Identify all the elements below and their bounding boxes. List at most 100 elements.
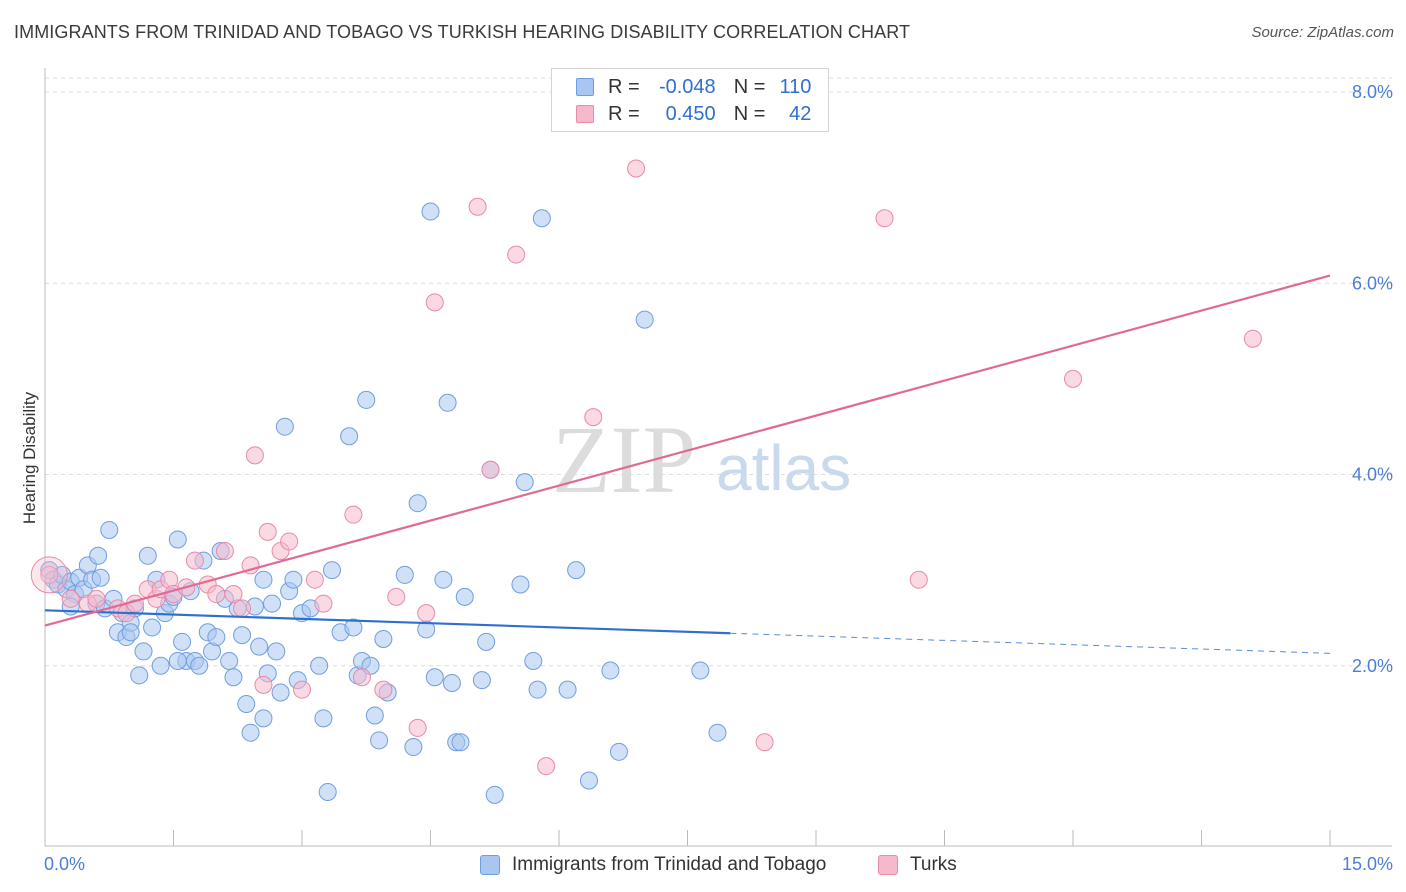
point-immigrants	[691, 661, 710, 680]
point-turks	[293, 680, 311, 699]
point-immigrants	[524, 651, 543, 670]
point-turks	[875, 209, 894, 228]
point-turks	[537, 757, 556, 776]
point-turks	[207, 585, 226, 604]
legend-row-immigrants: R = -0.048 N = 110	[576, 74, 811, 100]
point-immigrants	[121, 623, 140, 642]
tick-labels: 2.0% 4.0% 6.0% 8.0% 0.0% 15.0%	[44, 82, 1393, 874]
point-turks	[417, 604, 436, 623]
point-immigrants	[528, 680, 547, 699]
point-immigrants	[89, 546, 108, 565]
point-immigrants	[485, 785, 504, 804]
point-immigrants	[138, 546, 157, 565]
point-immigrants	[263, 594, 282, 613]
point-immigrants	[472, 671, 491, 690]
point-immigrants	[455, 587, 474, 606]
point-immigrants	[173, 632, 192, 651]
point-turks	[481, 460, 500, 479]
point-immigrants	[404, 738, 423, 757]
point-turks	[254, 675, 273, 694]
point-immigrants	[365, 706, 384, 725]
legend-swatch-immigrants	[576, 78, 594, 96]
watermark: ZIP atlas	[552, 406, 851, 513]
x-tick-label: 0.0%	[44, 854, 85, 874]
point-immigrants	[250, 637, 269, 656]
bottom-legend-swatch-turks	[878, 855, 898, 875]
point-immigrants	[434, 570, 453, 589]
bottom-legend-turks: Turks	[878, 852, 957, 878]
bottom-legend-label-turks: Turks	[910, 854, 957, 875]
trend-line-turks	[44, 274, 1331, 627]
point-turks	[755, 733, 774, 752]
grid-lines	[45, 77, 1392, 667]
point-turks	[61, 589, 80, 608]
point-immigrants	[91, 568, 110, 587]
point-turks	[40, 565, 59, 584]
point-immigrants	[275, 417, 294, 436]
legend-r-value: -0.048	[658, 75, 716, 98]
point-immigrants	[100, 520, 119, 539]
point-turks	[425, 293, 444, 312]
point-immigrants	[190, 656, 209, 675]
legend-swatch-turks	[576, 105, 594, 123]
watermark-zip: ZIP	[552, 406, 696, 513]
y-tick-label: 4.0%	[1352, 465, 1393, 485]
point-immigrants	[579, 771, 598, 790]
point-immigrants	[442, 673, 461, 692]
legend-r-value: 0.450	[665, 102, 716, 125]
axes	[44, 68, 1392, 847]
point-immigrants	[284, 570, 303, 589]
point-immigrants	[451, 733, 470, 752]
point-immigrants	[511, 575, 530, 594]
bottom-legend-immigrants: Immigrants from Trinidad and Tobago	[480, 852, 826, 878]
legend-n-value: 110	[779, 75, 812, 98]
point-turks	[280, 532, 299, 551]
point-immigrants	[635, 310, 654, 329]
point-immigrants	[322, 561, 341, 580]
point-immigrants	[254, 709, 273, 728]
point-immigrants	[224, 668, 243, 687]
legend-n-label: N =	[733, 102, 766, 125]
point-immigrants	[477, 632, 496, 651]
point-immigrants	[558, 680, 577, 699]
point-immigrants	[408, 494, 427, 513]
point-turks	[909, 570, 928, 589]
point-turks	[87, 589, 106, 608]
point-turks	[245, 446, 264, 465]
point-immigrants	[143, 618, 162, 637]
series-turks-points	[30, 159, 1262, 776]
point-turks	[584, 408, 603, 427]
point-immigrants	[207, 628, 226, 647]
point-turks	[507, 245, 526, 264]
point-immigrants	[438, 393, 457, 412]
legend-n-label: N =	[733, 75, 766, 98]
y-tick-label: 8.0%	[1352, 82, 1393, 102]
point-turks-large	[30, 556, 68, 594]
point-immigrants	[395, 565, 414, 584]
point-immigrants	[357, 390, 376, 409]
point-immigrants	[233, 626, 252, 645]
watermark-atlas: atlas	[716, 432, 851, 504]
trend-lines	[44, 274, 1331, 654]
trend-line-immigrants	[44, 609, 731, 635]
point-turks	[1243, 329, 1262, 348]
point-turks	[314, 594, 333, 613]
legend-n-value: 42	[789, 102, 812, 125]
point-immigrants	[567, 561, 586, 580]
point-immigrants	[151, 656, 170, 675]
y-tick-label: 2.0%	[1352, 656, 1393, 676]
point-immigrants	[254, 570, 273, 589]
point-immigrants	[267, 642, 286, 661]
point-turks	[627, 159, 646, 178]
point-turks	[344, 505, 363, 524]
point-immigrants	[370, 731, 389, 750]
point-immigrants	[314, 709, 333, 728]
point-immigrants	[241, 723, 260, 742]
y-tick-label: 6.0%	[1352, 273, 1393, 293]
point-turks	[224, 585, 243, 604]
point-turks	[185, 551, 204, 570]
point-turks	[233, 599, 252, 618]
point-turks	[1064, 369, 1082, 388]
point-immigrants	[340, 427, 359, 446]
